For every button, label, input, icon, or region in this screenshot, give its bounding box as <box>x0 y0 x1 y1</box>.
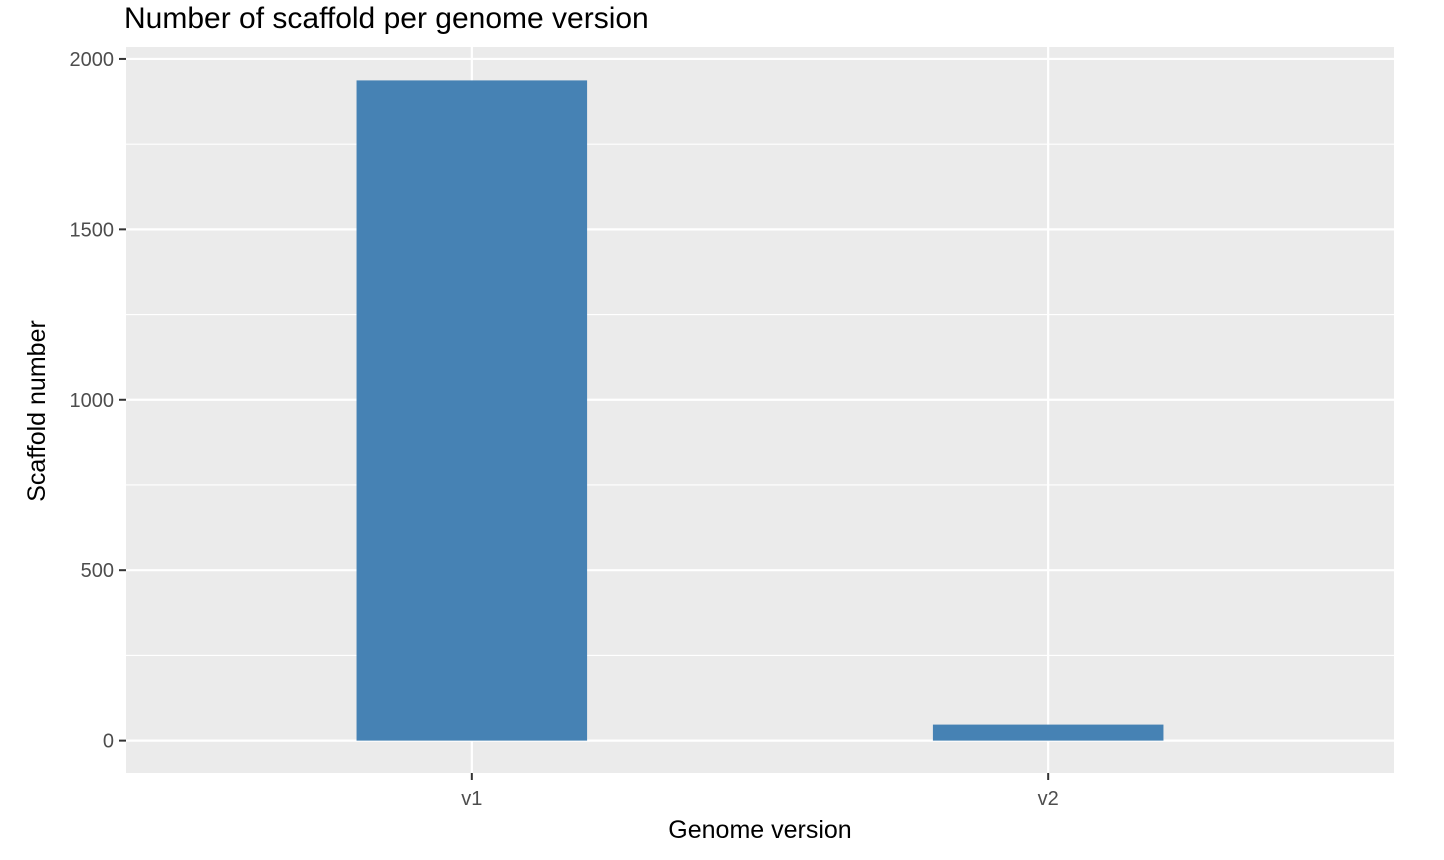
x-tick-label: v2 <box>1038 788 1059 810</box>
x-tick-label: v1 <box>461 788 482 810</box>
x-axis-title: Genome version <box>668 816 851 844</box>
y-tick-label: 0 <box>103 731 114 753</box>
y-tick-label: 500 <box>81 560 114 582</box>
y-axis: 0 500 1000 1500 2000 <box>70 49 126 753</box>
minor-gridlines <box>126 143 1394 656</box>
y-tick-label: 2000 <box>70 49 115 71</box>
bar-v1 <box>356 80 588 741</box>
y-tick-label: 1000 <box>70 390 115 412</box>
plot-panel <box>126 47 1394 773</box>
chart-title: Number of scaffold per genome version <box>124 2 649 35</box>
x-axis: v1 v2 <box>461 773 1059 810</box>
y-tick-label: 1500 <box>70 219 115 241</box>
bars-group <box>356 80 1164 741</box>
y-axis-title: Scaffold number <box>23 320 51 502</box>
bar-v2 <box>932 724 1164 741</box>
